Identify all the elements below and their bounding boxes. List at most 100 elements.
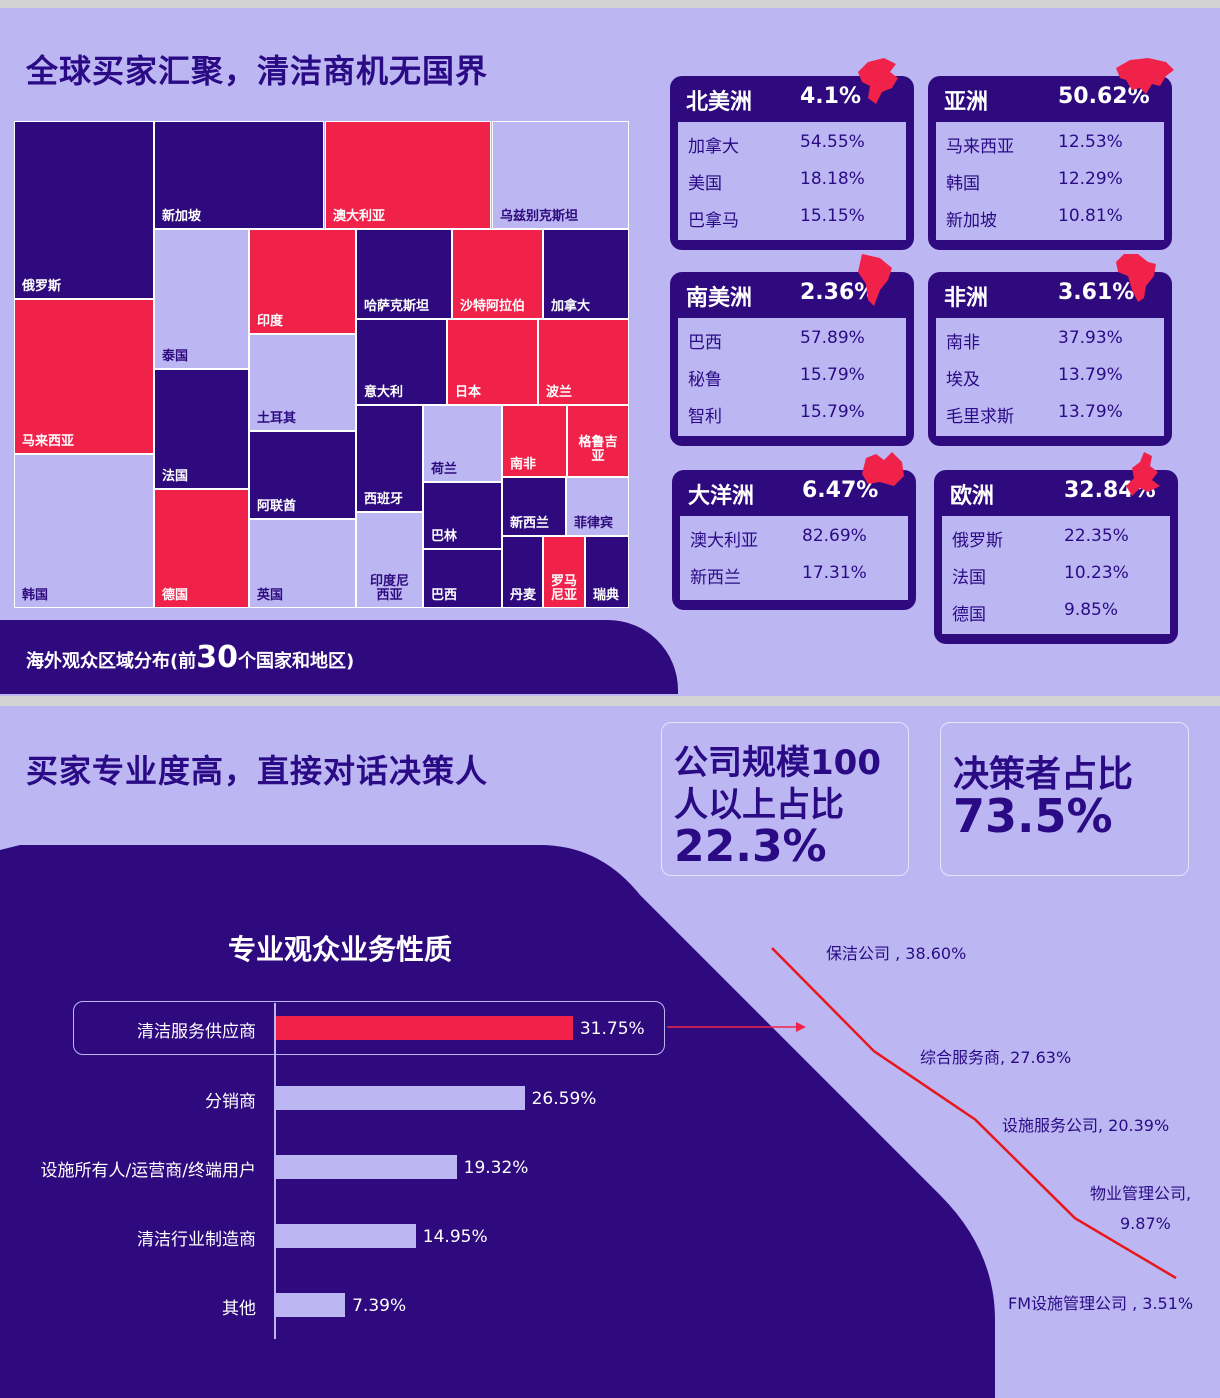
treemap-label: 菲律宾 [574, 516, 614, 531]
treemap-cell: 荷兰 [423, 405, 502, 482]
continent-map-icon [1116, 254, 1156, 302]
stat1-line1: 公司规模100 [674, 743, 881, 783]
country-percent: 10.23% [1064, 563, 1129, 583]
treemap-label: 俄罗斯 [22, 279, 62, 294]
bar-category-label: 清洁行业制造商 [137, 1230, 256, 1250]
treemap-cell: 新加坡 [154, 121, 324, 229]
treemap-label: 法国 [162, 469, 189, 484]
treemap-cell: 俄罗斯 [14, 121, 154, 299]
bar [276, 1293, 346, 1317]
treemap-label: 加拿大 [551, 299, 591, 314]
treemap-label: 沙特阿拉伯 [460, 299, 526, 314]
treemap-label: 阿联酋 [257, 499, 297, 514]
treemap-cell: 西班牙 [356, 405, 423, 512]
continent-card: 非洲 3.61% 南非 37.93% 埃及 13.79% 毛里求斯 13.79% [928, 254, 1172, 446]
stat-card-decision-makers: 决策者占比 73.5% [940, 722, 1189, 876]
treemap-cell: 德国 [154, 489, 249, 608]
country-name: 秘鲁 [688, 370, 722, 390]
treemap-cell: 巴西 [423, 549, 502, 608]
treemap-label: 意大利 [364, 385, 404, 400]
stat1-value: 22.3% [674, 821, 827, 872]
continent-name: 亚洲 [944, 90, 989, 115]
treemap-label: 荷兰 [431, 462, 458, 477]
treemap-cell: 巴林 [423, 482, 502, 549]
stat1-line2: 人以上占比 [674, 785, 844, 825]
country-name: 毛里求斯 [946, 407, 1014, 427]
treemap-label: 澳大利亚 [333, 209, 386, 224]
country-name: 韩国 [946, 174, 980, 194]
bar-chart-title: 专业观众业务性质 [228, 933, 453, 966]
country-percent: 37.93% [1058, 328, 1123, 348]
continent-map-icon [858, 254, 892, 306]
continent-card: 大洋洲 6.47% 澳大利亚 82.69% 新西兰 17.31% [672, 452, 916, 610]
continent-name: 大洋洲 [688, 484, 755, 509]
top-stripe [0, 0, 1220, 8]
line-point-label: 综合服务商, 27.63% [920, 1048, 1072, 1067]
bar-category-label: 设施所有人/运营商/终端用户 [40, 1161, 256, 1181]
treemap-cell: 南非 [502, 405, 567, 477]
continent-map-icon [858, 58, 898, 104]
bar [276, 1224, 416, 1248]
continent-percent: 6.47% [802, 478, 879, 503]
line-series [771, 947, 1177, 1280]
treemap-cell: 法国 [154, 369, 249, 489]
continent-name: 南美洲 [686, 286, 753, 311]
treemap-cell: 意大利 [356, 319, 447, 405]
continent-name: 北美洲 [686, 90, 753, 115]
country-percent: 10.81% [1058, 206, 1123, 226]
treemap-label: 波兰 [546, 385, 573, 400]
treemap-label: 日本 [455, 385, 482, 400]
treemap-label: 英国 [257, 588, 284, 603]
treemap-cell: 新西兰 [502, 477, 566, 536]
continent-body: 澳大利亚 82.69% 新西兰 17.31% [680, 516, 908, 600]
country-percent: 15.15% [800, 206, 865, 226]
treemap-cell: 菲律宾 [566, 477, 629, 536]
treemap-label: 马来西亚 [22, 434, 75, 449]
treemap-cell: 波兰 [538, 319, 629, 405]
stat2-value: 73.5% [953, 789, 1113, 843]
treemap-label: 巴西 [431, 588, 458, 603]
continent-body: 马来西亚 12.53% 韩国 12.29% 新加坡 10.81% [936, 122, 1164, 240]
treemap-cell: 泰国 [154, 229, 249, 369]
country-name: 俄罗斯 [952, 531, 1003, 551]
country-percent: 15.79% [800, 365, 865, 385]
footnote-number: 30 [196, 640, 238, 675]
bar-category-label: 分销商 [205, 1092, 256, 1112]
country-name: 法国 [952, 568, 986, 588]
country-name: 新西兰 [690, 568, 741, 588]
line-point-label: 设施服务公司, 20.39% [1002, 1116, 1170, 1135]
treemap-cell: 土耳其 [249, 334, 356, 431]
country-percent: 57.89% [800, 328, 865, 348]
treemap-cell: 韩国 [14, 454, 154, 608]
country-percent: 12.29% [1058, 169, 1123, 189]
country-name: 智利 [688, 407, 722, 427]
treemap-label: 丹麦 [510, 588, 537, 603]
country-percent: 12.53% [1058, 132, 1123, 152]
divider-stripe [0, 696, 1220, 706]
treemap-cell: 格鲁吉亚 [567, 405, 629, 477]
footnote-banner [0, 620, 678, 694]
country-percent: 54.55% [800, 132, 865, 152]
highlight-arrow-head [796, 1022, 806, 1032]
treemap-label: 土耳其 [257, 411, 297, 426]
bar [276, 1016, 573, 1040]
treemap-cell: 阿联酋 [249, 431, 356, 519]
country-name: 加拿大 [688, 137, 739, 157]
treemap-label: 新西兰 [510, 516, 550, 531]
country-name: 德国 [952, 605, 986, 625]
continent-name: 欧洲 [950, 484, 995, 509]
country-percent: 9.85% [1064, 600, 1119, 620]
treemap-cell: 罗马 尼亚 [543, 536, 585, 608]
bar [276, 1155, 457, 1179]
bar-value-label: 19.32% [463, 1158, 529, 1178]
country-name: 澳大利亚 [690, 531, 758, 551]
country-percent: 13.79% [1058, 365, 1123, 385]
continent-name: 非洲 [944, 286, 989, 311]
treemap-cell: 加拿大 [543, 229, 629, 319]
continent-percent: 4.1% [800, 84, 862, 109]
continent-map-icon [1116, 58, 1174, 94]
country-percent: 13.79% [1058, 402, 1123, 422]
treemap-label: 印度 [257, 314, 284, 329]
footnote-suffix: 个国家和地区) [237, 651, 355, 672]
